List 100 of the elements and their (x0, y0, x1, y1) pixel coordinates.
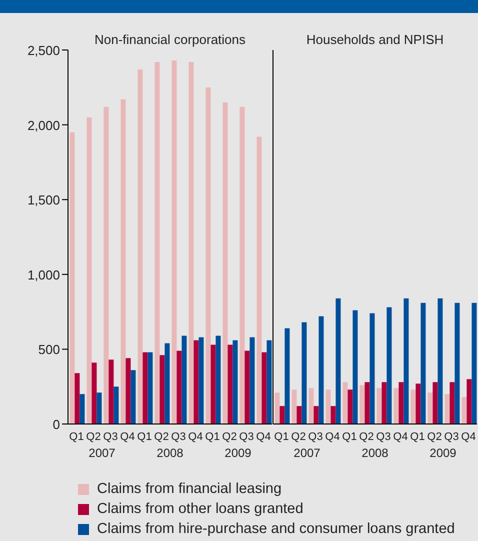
x-tick-label: Q3 (308, 430, 323, 443)
x-tick-label: Q2 (359, 430, 374, 443)
bar (376, 388, 382, 424)
bar (472, 302, 477, 424)
bar (382, 382, 387, 424)
bar (182, 336, 187, 424)
bar (420, 302, 426, 424)
text: 2008 (360, 446, 390, 460)
x-tick-label: Q1 (69, 430, 84, 443)
bar (92, 362, 97, 424)
bar (198, 337, 204, 424)
legend-label: Claims from financial leasing (97, 480, 282, 499)
bar (104, 106, 109, 424)
x-tick-label: Q1 (410, 430, 425, 443)
x-tick-label: Q1 (274, 430, 289, 443)
bar (148, 352, 153, 424)
bar (210, 344, 216, 424)
bar (284, 328, 290, 424)
x-tick-label: Q4 (325, 430, 340, 443)
bar (274, 392, 280, 424)
bar (130, 370, 136, 424)
y-tick-label: 2,500 (27, 43, 60, 58)
bar (302, 322, 307, 424)
bar (386, 307, 392, 424)
bar (416, 384, 421, 424)
bar (216, 336, 221, 424)
bar (126, 358, 131, 424)
x-tick-label: Q2 (86, 430, 101, 443)
y-tick-label: 1,500 (27, 192, 60, 208)
x-tick-label: Q4 (256, 430, 271, 443)
bar (336, 298, 341, 424)
text: 2009 (224, 446, 252, 460)
bar (348, 390, 353, 424)
bar (222, 102, 228, 424)
text: 2007 (88, 446, 116, 460)
bar (398, 382, 404, 424)
bar (308, 388, 314, 424)
bar (454, 302, 460, 424)
bar (466, 379, 472, 424)
bar (74, 373, 80, 424)
x-tick-label: Q3 (239, 430, 254, 443)
bar (164, 343, 170, 424)
bar (176, 350, 182, 424)
x-tick-label: Q4 (393, 430, 408, 443)
bar (120, 99, 126, 424)
bar (172, 60, 177, 424)
bar (394, 388, 399, 424)
text: 2007 (292, 446, 322, 460)
bar (232, 340, 238, 424)
bar (342, 382, 348, 424)
x-tick-label: Q3 (376, 430, 391, 443)
bar (244, 350, 250, 424)
bar (360, 385, 365, 424)
bar (142, 352, 148, 424)
bar (108, 360, 114, 424)
x-tick-label: Q2 (154, 430, 169, 443)
bar (240, 106, 245, 424)
bar (404, 298, 409, 424)
text: 2008 (156, 446, 184, 460)
x-tick-label: Q1 (205, 430, 220, 443)
x-tick-label: Q1 (137, 430, 152, 443)
legend-label: Claims from hire-purchase and consumer loans granted (97, 520, 455, 539)
x-tick-label: Q3 (171, 430, 186, 443)
bar (410, 390, 416, 424)
bar (352, 310, 358, 424)
bar (314, 406, 319, 424)
x-tick-label: Q1 (342, 430, 357, 443)
bar (70, 132, 75, 424)
bar (370, 313, 375, 424)
bar (364, 382, 370, 424)
x-tick-label: Q2 (427, 430, 442, 443)
x-tick-label: Q2 (222, 430, 237, 443)
bar (296, 406, 302, 424)
bar (450, 382, 455, 424)
bar (114, 386, 119, 424)
y-tick-label: 2,000 (27, 118, 60, 133)
y-tick-label: 1,000 (27, 267, 60, 282)
bar (138, 69, 143, 424)
bar (428, 392, 433, 424)
x-tick-label: Q4 (188, 430, 203, 443)
bar (330, 406, 336, 424)
bar (250, 337, 255, 424)
x-tick-label: Q4 (120, 430, 135, 443)
bar (462, 397, 467, 424)
x-tick-label: Q2 (291, 430, 306, 443)
bar (266, 340, 272, 424)
bar (438, 298, 443, 424)
y-tick-label: 500 (38, 342, 60, 358)
bar (154, 62, 160, 424)
y-tick-label: 0 (52, 417, 60, 432)
bar (160, 355, 165, 424)
bar (206, 87, 211, 424)
bar (326, 390, 331, 424)
bar (228, 344, 233, 424)
bar (444, 394, 450, 424)
bar (256, 136, 262, 424)
bar (262, 352, 267, 424)
bar (318, 316, 324, 424)
bar (280, 406, 285, 424)
x-tick-label: Q3 (444, 430, 459, 443)
